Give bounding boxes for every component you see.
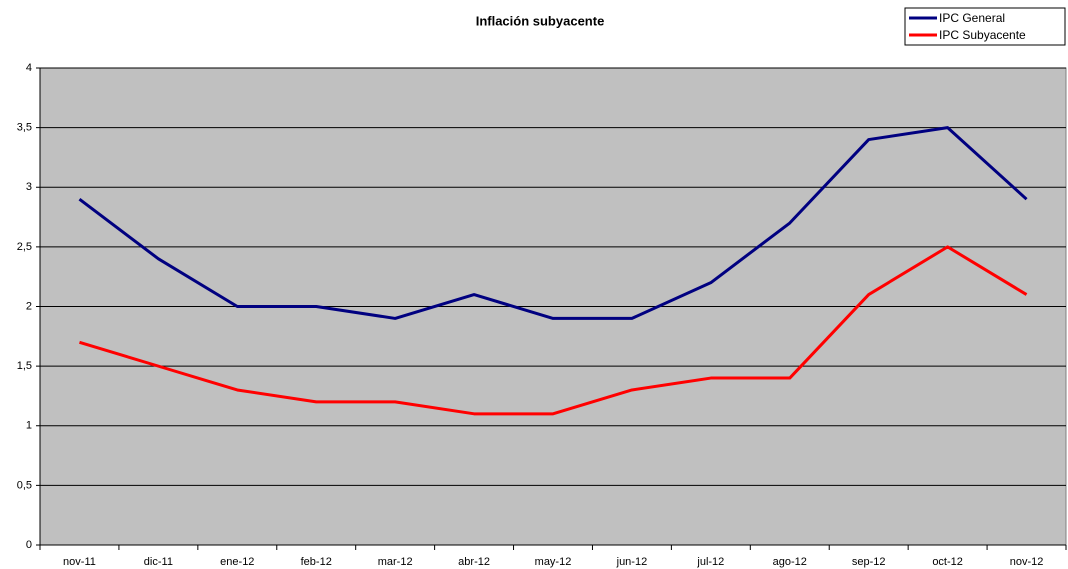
y-tick-label: 2	[26, 300, 32, 312]
x-tick-label: jun-12	[616, 556, 648, 568]
legend-box	[904, 7, 1066, 46]
y-tick-label: 2,5	[17, 241, 32, 253]
y-tick-label: 0,5	[17, 479, 32, 491]
x-tick-label: oct-12	[932, 556, 963, 568]
series-line	[79, 245, 1028, 416]
y-tick-label: 3	[26, 181, 32, 193]
x-tick-label: feb-12	[301, 556, 332, 568]
series-line	[78, 126, 1028, 320]
legend-label: IPC General	[939, 11, 1005, 25]
x-tick-label: ago-12	[773, 556, 807, 568]
x-tick-label: sep-12	[852, 556, 886, 568]
x-tick-label: nov-12	[1010, 556, 1044, 568]
x-tick-label: abr-12	[458, 556, 490, 568]
x-tick-label: mar-12	[378, 556, 413, 568]
y-tick-label: 1,5	[17, 360, 32, 372]
legend-label: IPC Subyacente	[939, 28, 1026, 42]
y-tick-label: 0	[26, 539, 32, 551]
x-tick-label: jul-12	[696, 556, 724, 568]
chart-title: Inflación subyacente	[476, 13, 605, 28]
x-tick-label: dic-11	[144, 556, 173, 568]
y-tick-label: 3,5	[17, 122, 32, 134]
x-tick-label: nov-11	[63, 556, 96, 568]
x-tick-label: may-12	[535, 556, 572, 568]
y-tick-label: 1	[26, 420, 32, 432]
y-tick-label: 4	[26, 62, 32, 74]
x-tick-label: ene-12	[220, 556, 254, 568]
